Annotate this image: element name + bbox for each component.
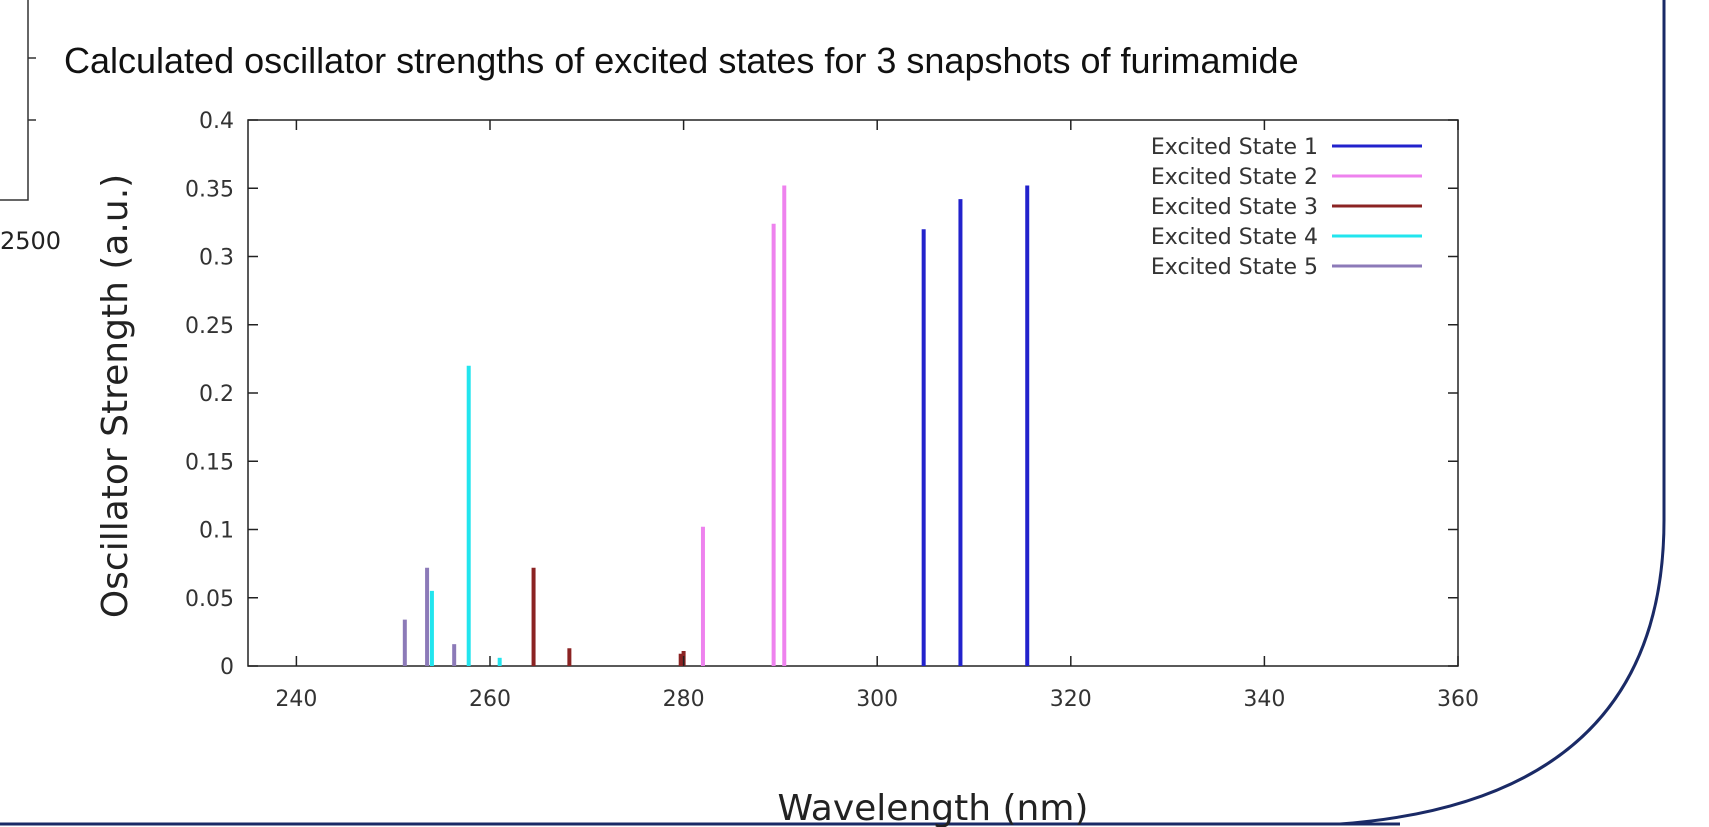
y-tick-label-2: 0.05 bbox=[185, 587, 234, 612]
left-fragment-axis bbox=[0, 0, 29, 201]
x-tick-label-6: 340 bbox=[1243, 687, 1285, 712]
y-tick-label-7: 0.3 bbox=[199, 246, 234, 271]
chart-bars bbox=[402, 185, 1030, 666]
x-tick-label-3: 280 bbox=[663, 687, 705, 712]
y-tick-label-8: 0.35 bbox=[185, 177, 234, 202]
legend-label-4: Excited State 4 bbox=[1151, 225, 1318, 250]
x-tick-label-2: 260 bbox=[469, 687, 511, 712]
legend-label-1: Excited State 1 bbox=[1151, 135, 1318, 160]
legend-label-5: Excited State 5 bbox=[1151, 255, 1318, 280]
legend-label-3: Excited State 3 bbox=[1151, 195, 1318, 220]
chart-legend: Excited State 1 Excited State 2 Excited St… bbox=[1151, 135, 1422, 280]
x-tick-label-7: 360 bbox=[1437, 687, 1479, 712]
y-tick-label-5: 0.2 bbox=[199, 382, 234, 407]
y-axis-label: Oscillator Strength (a.u.) bbox=[95, 174, 136, 618]
x-tick-label-4: 300 bbox=[856, 687, 898, 712]
y-tick-label-4: 0.15 bbox=[185, 450, 234, 475]
y-tick-label-9: 0.4 bbox=[199, 109, 234, 134]
y-tick-label-1: 0 bbox=[220, 655, 234, 680]
slide-title: Calculated oscillator strengths of excit… bbox=[64, 40, 1299, 81]
x-tick-label-1: 240 bbox=[275, 687, 317, 712]
frame-border-right bbox=[1339, 0, 1666, 826]
x-axis-label: Wavelength (nm) bbox=[778, 788, 1089, 827]
legend-label-2: Excited State 2 bbox=[1151, 165, 1318, 190]
x-tick-label-5: 320 bbox=[1050, 687, 1092, 712]
y-tick-label-6: 0.25 bbox=[185, 314, 234, 339]
chart-axes: 240 260 280 300 320 340 360 0 0.05 0.1 0.15 0.2 0.25… bbox=[185, 109, 1479, 712]
y-tick-label-3: 0.1 bbox=[199, 519, 234, 544]
left-fragment-tick-label: 2500 bbox=[0, 227, 62, 255]
